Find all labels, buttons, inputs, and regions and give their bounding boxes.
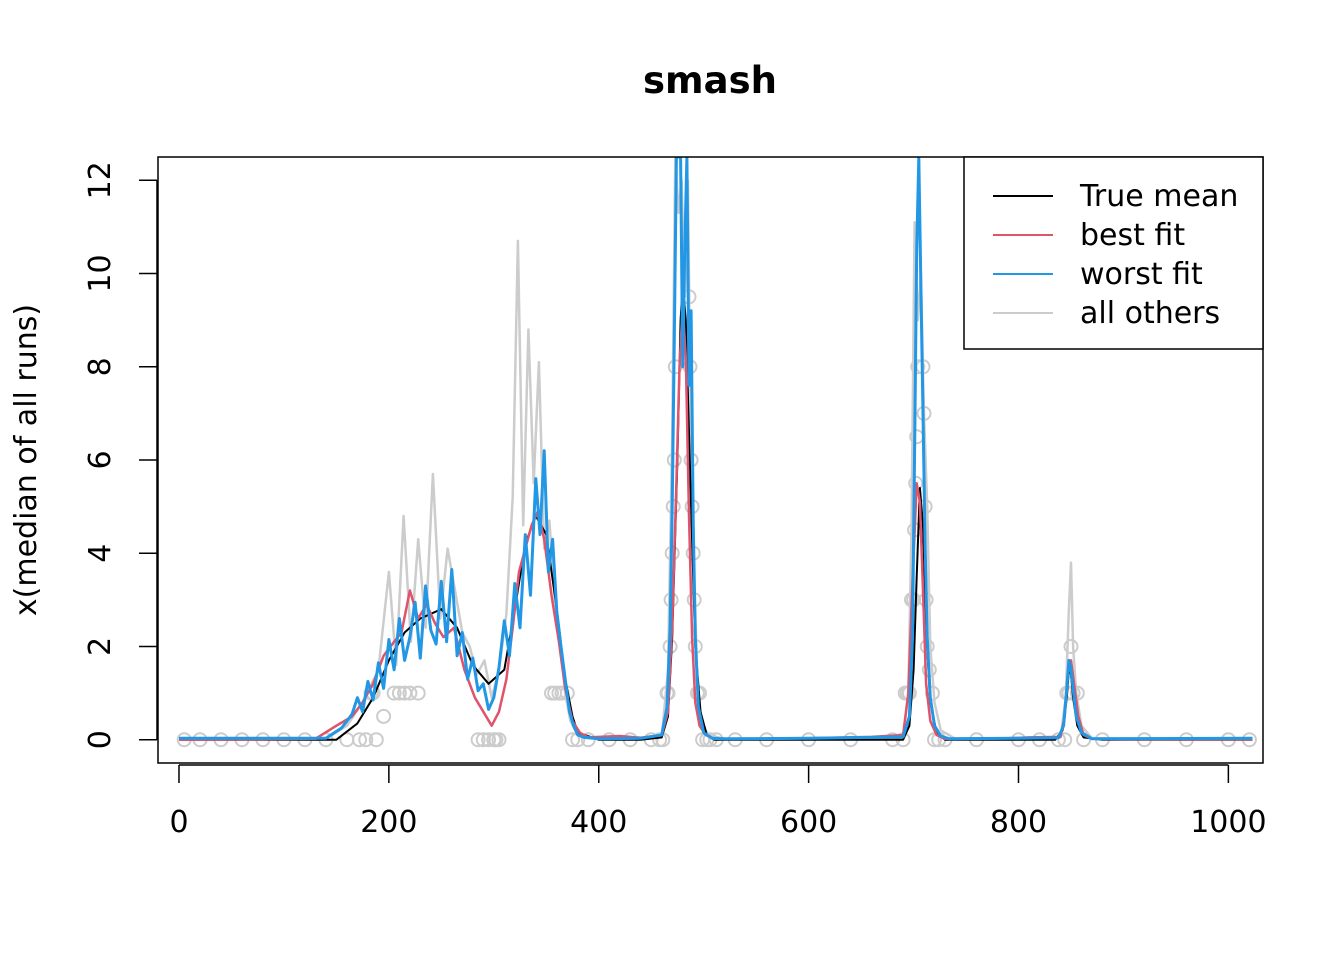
y-tick-label: 10 — [83, 254, 118, 292]
others-point — [368, 732, 384, 748]
others-point — [491, 732, 507, 748]
x-tick-label: 200 — [360, 805, 417, 840]
series-lines-layer — [178, 157, 1253, 741]
y-tick-label: 4 — [83, 544, 118, 563]
series-line-worst-fit — [179, 157, 1253, 741]
y-tick-label: 8 — [83, 357, 118, 376]
legend-box — [963, 156, 1264, 350]
others-point — [376, 708, 392, 724]
others-point — [1063, 639, 1079, 654]
others-point — [358, 732, 374, 748]
others-point — [481, 732, 497, 748]
x-tick-label: 1000 — [1190, 805, 1266, 840]
plot-frame — [157, 156, 1264, 764]
y-axis-label: x(median of all runs) — [9, 304, 44, 616]
x-axis: 0 200 400 600 800 1000 — [169, 764, 1267, 840]
x-tick-label: 800 — [990, 805, 1047, 840]
others-point — [352, 732, 367, 748]
y-tick-label: 2 — [83, 637, 118, 656]
others-point — [910, 359, 926, 375]
others-point — [391, 685, 407, 701]
others-point — [386, 685, 402, 701]
series-line-best-fit — [178, 304, 1253, 741]
legend-label: worst fit — [1080, 257, 1203, 292]
x-tick-label: 600 — [780, 805, 837, 840]
y-tick-label: 0 — [83, 730, 118, 749]
plot-area — [176, 157, 1257, 748]
others-point — [402, 685, 418, 701]
x-tick-label: 400 — [570, 805, 627, 840]
others-point — [410, 685, 426, 701]
legend-label: True mean — [1079, 179, 1238, 214]
series-line-true-mean — [179, 281, 1253, 741]
others-point — [470, 732, 486, 748]
others-point — [1057, 732, 1073, 748]
y-axis: 0 2 4 6 8 10 12 — [83, 161, 158, 749]
others-points-layer — [176, 289, 1257, 748]
legend-label: all others — [1080, 296, 1220, 331]
others-point — [565, 732, 580, 748]
legend-label: best fit — [1080, 218, 1185, 253]
chart-title: smash — [643, 59, 777, 102]
y-tick-label: 12 — [83, 161, 118, 199]
legend: True mean best fit worst fit all others — [963, 156, 1264, 350]
x-tick-label: 0 — [169, 805, 188, 840]
y-tick-label: 6 — [83, 450, 118, 469]
